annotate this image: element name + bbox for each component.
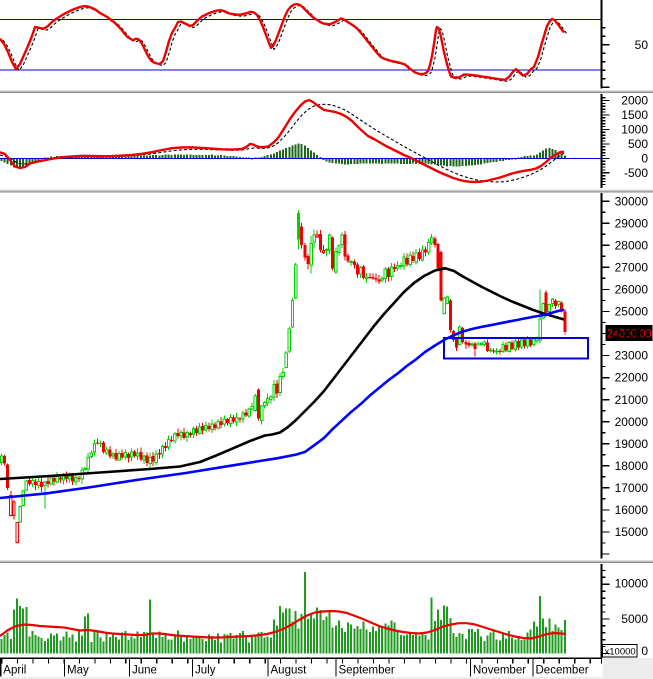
svg-text:10000: 10000 [615,577,649,591]
svg-text:1000: 1000 [621,123,648,137]
svg-text:July: July [195,665,216,677]
svg-text:August: August [271,665,308,677]
svg-text:19000: 19000 [615,437,649,451]
svg-text:November: November [473,665,526,677]
svg-text:24000: 24000 [615,327,649,341]
svg-text:September: September [339,665,395,677]
svg-text:50: 50 [635,38,649,52]
svg-text:24000.00: 24000.00 [607,328,652,340]
svg-text:25000: 25000 [615,305,649,319]
svg-text:17000: 17000 [615,481,649,495]
svg-text:18000: 18000 [615,459,649,473]
svg-text:5000: 5000 [621,612,648,626]
svg-text:20000: 20000 [615,415,649,429]
svg-text:1500: 1500 [621,108,648,122]
svg-text:15000: 15000 [615,525,649,539]
svg-text:29000: 29000 [615,216,649,230]
svg-text:27000: 27000 [615,260,649,274]
svg-text:16000: 16000 [615,503,649,517]
svg-text:December: December [536,665,589,677]
svg-text:21000: 21000 [615,393,649,407]
svg-text:June: June [132,665,157,677]
svg-text:22000: 22000 [615,371,649,385]
svg-text:x10000: x10000 [605,647,636,658]
svg-text:28000: 28000 [615,238,649,252]
svg-text:500: 500 [628,137,648,151]
svg-text:-500: -500 [624,166,648,180]
svg-text:0: 0 [641,152,648,166]
svg-text:30000: 30000 [615,194,649,208]
svg-text:23000: 23000 [615,349,649,363]
svg-text:2000: 2000 [621,94,648,108]
svg-text:May: May [67,665,89,677]
svg-text:26000: 26000 [615,283,649,297]
svg-text:April: April [3,665,26,677]
svg-text:0: 0 [641,644,648,658]
